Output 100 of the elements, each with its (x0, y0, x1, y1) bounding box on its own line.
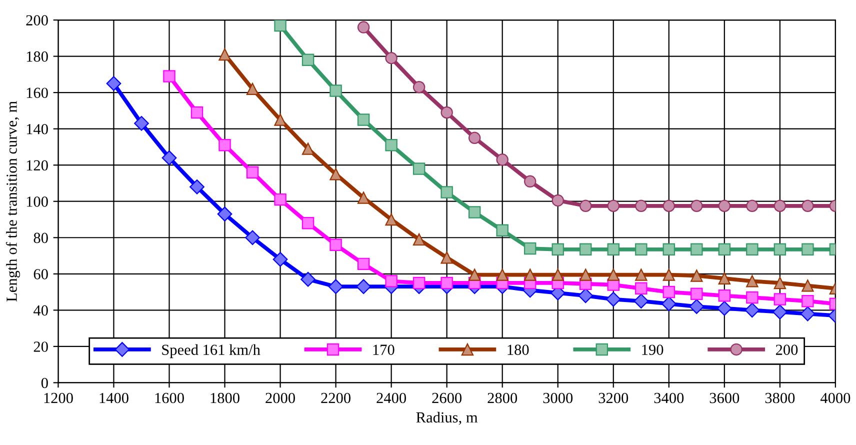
point (580, 200, 592, 212)
point (300, 272, 316, 287)
y-tick-label: 0 (41, 378, 48, 388)
point (412, 162, 426, 175)
point (718, 290, 731, 302)
point (357, 192, 370, 204)
point (412, 233, 426, 246)
point (246, 166, 259, 178)
point (272, 252, 288, 267)
point (802, 280, 814, 292)
x-tick-label: 1200 (44, 392, 73, 404)
point (496, 268, 508, 281)
x-axis-title: Radius, m (416, 412, 478, 425)
point (746, 275, 758, 288)
x-tick-label: 1600 (155, 392, 184, 404)
y-tick-label: 120 (26, 160, 48, 171)
point (802, 294, 814, 308)
point (690, 243, 703, 256)
point (774, 276, 786, 290)
point (634, 294, 649, 309)
point (468, 206, 481, 218)
point (468, 132, 481, 144)
point (802, 243, 814, 256)
point (774, 243, 786, 256)
point (580, 243, 592, 256)
point (218, 48, 231, 61)
point (662, 286, 676, 298)
x-tick-label: 2600 (432, 392, 462, 404)
y-tick-label: 160 (26, 88, 48, 98)
point (635, 282, 648, 295)
point (716, 300, 732, 316)
y-tick-label: 60 (34, 269, 48, 280)
point (552, 194, 564, 207)
point (385, 275, 398, 288)
point (385, 52, 398, 64)
point (302, 217, 314, 230)
legend-label: 190 (642, 344, 664, 355)
x-tick-label: 1800 (210, 392, 240, 404)
point (578, 288, 594, 304)
point (357, 114, 370, 126)
y-axis-title: Length of the transition curve, m (6, 101, 20, 302)
point (274, 20, 286, 32)
point (217, 206, 232, 222)
x-tick-label: 3800 (765, 392, 795, 404)
point (274, 114, 286, 126)
y-tick-label: 80 (34, 232, 48, 244)
point (774, 293, 786, 306)
point (302, 54, 314, 66)
point (468, 268, 481, 281)
point (330, 238, 342, 251)
legend-label: Speed 161 km/h (162, 344, 260, 358)
point (718, 243, 731, 256)
x-tick-label: 2400 (376, 392, 406, 404)
x-tick-label: 2200 (321, 392, 350, 404)
point (661, 296, 676, 312)
point (245, 230, 260, 246)
x-tick-label: 3600 (710, 392, 740, 404)
point (662, 243, 676, 256)
legend-label: 180 (508, 344, 529, 355)
y-tick-label: 140 (26, 124, 48, 134)
point (607, 200, 620, 212)
y-tick-label: 180 (26, 51, 48, 62)
point (328, 279, 344, 294)
point (357, 258, 370, 270)
x-tick-label: 3000 (543, 392, 573, 404)
point (496, 224, 508, 236)
point (330, 84, 342, 97)
y-tick-label: 40 (34, 305, 48, 316)
point (772, 304, 788, 320)
point (246, 82, 259, 96)
point (552, 243, 564, 256)
legend-label: 200 (776, 344, 798, 355)
point (800, 306, 816, 322)
point (162, 150, 177, 166)
point (580, 268, 592, 281)
point (746, 291, 758, 304)
point (718, 200, 731, 212)
y-tick-label: 100 (26, 196, 48, 207)
point (385, 213, 398, 226)
x-tick-label: 3400 (654, 392, 684, 404)
point (412, 81, 426, 94)
point (662, 268, 676, 281)
point (690, 200, 703, 212)
point (744, 302, 760, 318)
x-tick-label: 1400 (100, 392, 128, 404)
point (774, 200, 786, 212)
point (607, 243, 620, 256)
y-tick-label: 20 (34, 342, 48, 352)
point (690, 288, 703, 300)
point (218, 139, 231, 152)
point (357, 21, 370, 34)
x-tick-label: 4000 (820, 392, 850, 404)
point (635, 200, 648, 212)
point (524, 268, 536, 281)
point (746, 200, 758, 212)
point (690, 270, 703, 282)
point (440, 186, 453, 198)
point (385, 139, 398, 152)
point (802, 200, 814, 212)
point (190, 179, 204, 194)
